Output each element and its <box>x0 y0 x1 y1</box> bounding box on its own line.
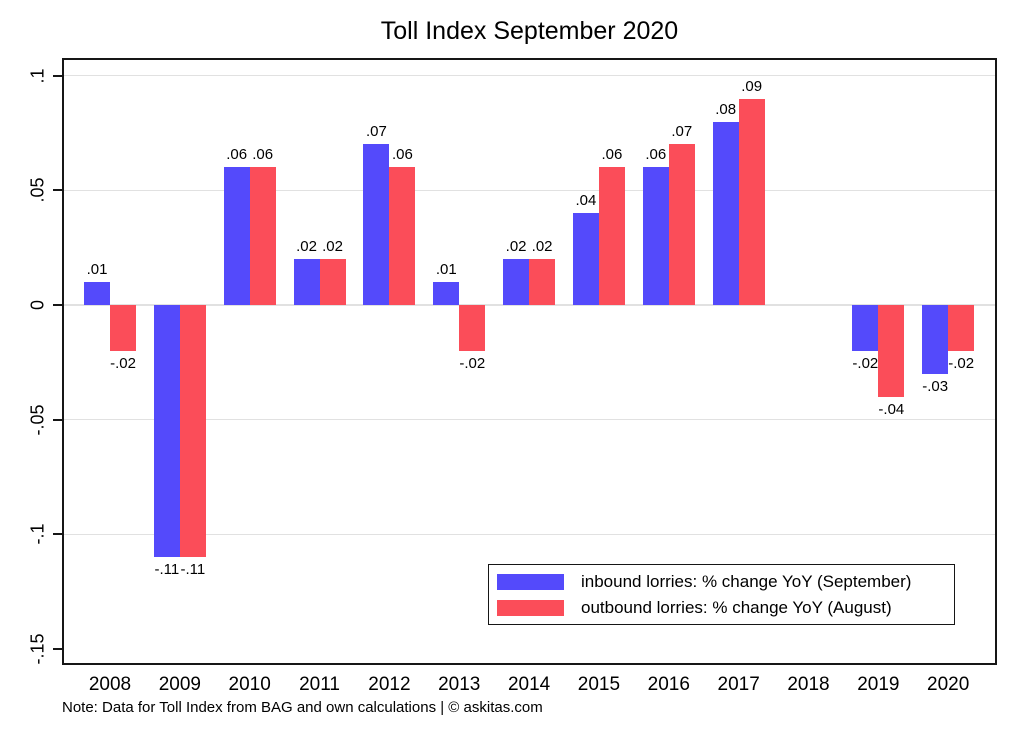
x-tick-label: 2012 <box>368 674 411 695</box>
x-tick-label: 2017 <box>717 674 760 695</box>
bar-value-label-inbound-2009: -.11 <box>154 561 180 579</box>
bar-value-label-outbound-2014: .02 <box>531 238 553 256</box>
y-gridline <box>62 418 997 421</box>
bar-value-label-outbound-2015: .06 <box>601 146 623 164</box>
bar-value-label-outbound-2009: -.11 <box>180 561 206 579</box>
y-tick-mark <box>53 647 62 650</box>
bar-value-label-inbound-2011: .02 <box>296 238 317 256</box>
bar-value-label-inbound-2016: .06 <box>645 146 667 164</box>
y-tick-mark <box>53 418 62 421</box>
bar-outbound-2009 <box>179 305 206 558</box>
chart-title: Toll Index September 2020 <box>380 17 679 45</box>
bar-inbound-2020 <box>922 305 949 374</box>
x-tick-label: 2019 <box>857 674 900 695</box>
x-tick-label: 2018 <box>787 674 830 695</box>
bar-value-label-outbound-2011: .02 <box>322 238 343 256</box>
bar-value-label-outbound-2013: -.02 <box>459 354 486 372</box>
y-gridline <box>62 533 997 536</box>
y-tick-mark <box>53 189 62 192</box>
y-tick-label: -.1 <box>27 523 48 545</box>
bar-inbound-2017 <box>712 121 739 305</box>
bar-inbound-2015 <box>572 213 599 305</box>
y-gridline <box>62 74 997 77</box>
bar-inbound-2011 <box>293 259 320 305</box>
bar-inbound-2016 <box>642 167 669 305</box>
bar-value-label-inbound-2015: .04 <box>575 192 597 210</box>
legend-swatch-inbound-icon <box>497 573 564 590</box>
legend-row-outbound: outbound lorries: % change YoY (August) <box>497 597 954 617</box>
x-tick-label: 2013 <box>438 674 481 695</box>
bar-value-label-inbound-2019: -.02 <box>852 354 879 372</box>
bar-outbound-2019 <box>878 305 905 397</box>
y-tick-mark <box>53 74 62 77</box>
bar-outbound-2017 <box>738 98 765 305</box>
legend: inbound lorries: % change YoY (September… <box>488 564 955 625</box>
bar-value-label-outbound-2017: .09 <box>741 77 763 95</box>
bar-outbound-2016 <box>668 144 695 305</box>
note-text: Note: Data for Toll Index from BAG and o… <box>62 699 543 716</box>
bar-inbound-2012 <box>363 144 390 305</box>
x-tick-label: 2014 <box>507 674 551 695</box>
x-tick-label: 2016 <box>647 674 690 695</box>
bar-value-label-outbound-2020: -.02 <box>948 354 975 372</box>
bar-value-label-inbound-2013: .01 <box>435 261 457 279</box>
bar-outbound-2015 <box>598 167 625 305</box>
bar-value-label-inbound-2012: .07 <box>365 123 387 141</box>
bar-value-label-outbound-2008: -.02 <box>110 354 136 372</box>
y-gridline <box>62 189 997 192</box>
y-tick-label: .1 <box>27 68 48 84</box>
bar-value-label-inbound-2014: .02 <box>505 238 527 256</box>
y-tick-label: -.05 <box>27 404 48 436</box>
bar-outbound-2014 <box>529 259 556 305</box>
bar-value-label-inbound-2008: .01 <box>86 261 108 279</box>
bar-inbound-2010 <box>223 167 250 305</box>
bar-outbound-2013 <box>459 305 486 351</box>
bar-inbound-2019 <box>852 305 879 351</box>
y-tick-mark <box>53 304 62 306</box>
bar-value-label-inbound-2017: .08 <box>715 100 737 118</box>
bar-value-label-outbound-2012: .06 <box>391 146 413 164</box>
bar-value-label-outbound-2019: -.04 <box>878 400 905 418</box>
bar-value-label-inbound-2010: .06 <box>226 146 248 164</box>
y-tick-mark <box>53 533 62 536</box>
bar-outbound-2008 <box>110 305 136 351</box>
x-tick-label: 2008 <box>88 674 132 695</box>
legend-row-inbound: inbound lorries: % change YoY (September… <box>497 571 954 591</box>
y-tick-label: .05 <box>27 177 48 203</box>
bar-inbound-2013 <box>433 282 460 305</box>
y-tick-label: -.15 <box>27 633 48 665</box>
y-gridline <box>62 304 997 306</box>
x-tick-label: 2015 <box>577 674 621 695</box>
bar-outbound-2012 <box>389 167 416 305</box>
bar-outbound-2011 <box>319 259 346 305</box>
bar-outbound-2020 <box>948 305 975 351</box>
bar-value-label-outbound-2010: .06 <box>252 146 274 164</box>
x-tick-label: 2010 <box>228 674 271 695</box>
bar-inbound-2008 <box>84 282 110 305</box>
x-tick-label: 2020 <box>927 674 970 695</box>
bar-inbound-2009 <box>153 305 180 558</box>
bar-outbound-2010 <box>249 167 276 305</box>
x-tick-label: 2011 <box>299 674 340 695</box>
bar-value-label-inbound-2020: -.03 <box>922 377 949 395</box>
x-tick-label: 2009 <box>158 674 201 695</box>
legend-label-outbound: outbound lorries: % change YoY (August) <box>581 597 892 617</box>
y-tick-label: 0 <box>27 299 48 311</box>
bar-inbound-2014 <box>503 259 530 305</box>
legend-label-inbound: inbound lorries: % change YoY (September… <box>581 571 912 591</box>
bar-value-label-outbound-2016: .07 <box>671 123 693 141</box>
legend-swatch-outbound-icon <box>497 599 564 616</box>
